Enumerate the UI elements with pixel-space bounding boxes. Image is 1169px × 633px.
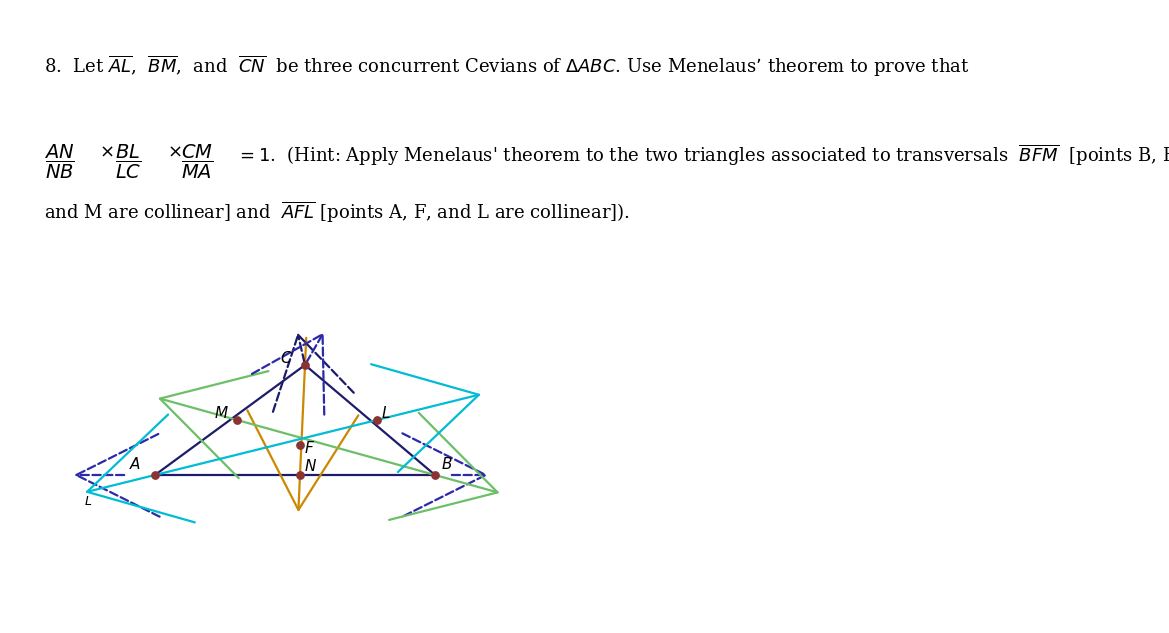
Text: $\times$: $\times$ xyxy=(99,142,115,160)
Text: $\times$: $\times$ xyxy=(167,142,182,160)
Text: $N$: $N$ xyxy=(304,458,317,474)
Text: and M are collinear] and  $\overline{AFL}$ [points A, F, and L are collinear]).: and M are collinear] and $\overline{AFL}… xyxy=(44,199,630,225)
Point xyxy=(228,415,247,425)
Text: $\dfrac{AN}{NB}$: $\dfrac{AN}{NB}$ xyxy=(44,142,76,180)
Point xyxy=(426,470,444,480)
Text: $= 1$.  (Hint: Apply Menelaus' theorem to the two triangles associated to transv: $= 1$. (Hint: Apply Menelaus' theorem to… xyxy=(236,142,1169,168)
Point xyxy=(367,415,386,425)
Text: $F$: $F$ xyxy=(304,440,314,456)
Point xyxy=(291,470,310,480)
Point xyxy=(296,360,314,370)
Point xyxy=(291,440,310,450)
Text: 8.  Let $\overline{AL}$,  $\overline{BM}$,  and  $\overline{CN}$  be three concu: 8. Let $\overline{AL}$, $\overline{BM}$,… xyxy=(44,54,970,79)
Text: $C$: $C$ xyxy=(281,350,293,366)
Text: $\dfrac{CM}{MA}$: $\dfrac{CM}{MA}$ xyxy=(181,142,214,180)
Text: $L$: $L$ xyxy=(381,405,390,421)
Text: $M$: $M$ xyxy=(214,405,229,421)
Text: $B$: $B$ xyxy=(441,456,452,472)
Text: $L$: $L$ xyxy=(84,495,92,508)
Text: $A$: $A$ xyxy=(129,456,141,472)
Text: $\dfrac{BL}{LC}$: $\dfrac{BL}{LC}$ xyxy=(115,142,141,180)
Point xyxy=(146,470,165,480)
